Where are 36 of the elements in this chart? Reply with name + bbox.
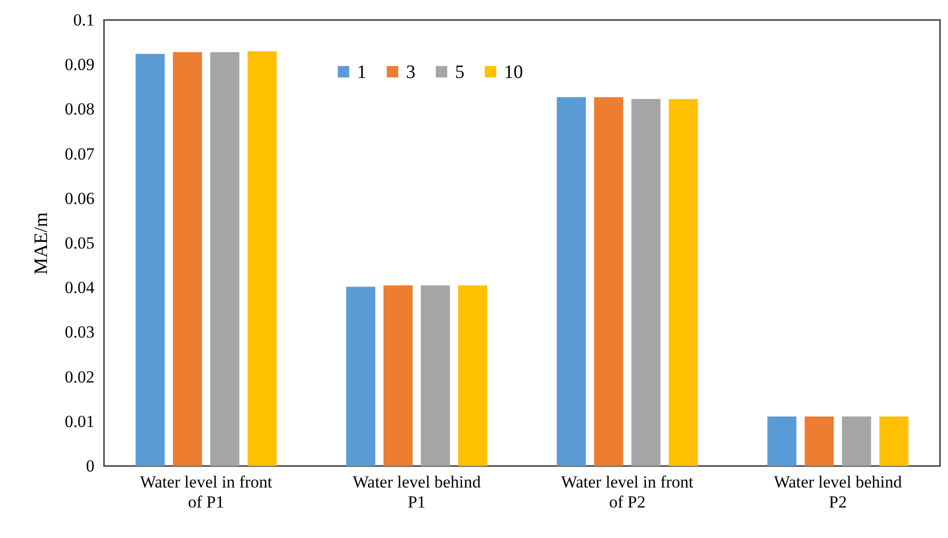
- legend-label: 1: [357, 62, 366, 83]
- bar: [136, 54, 165, 466]
- y-tick-label: 0: [86, 456, 94, 476]
- bar: [172, 52, 202, 466]
- y-axis-title: MAE/m: [30, 212, 52, 275]
- bar: [594, 97, 624, 466]
- bar: [668, 98, 698, 466]
- bar: [383, 285, 413, 466]
- x-tick-label: Water level behind P2: [774, 472, 902, 512]
- y-tick-label: 0.06: [64, 188, 94, 208]
- bar: [210, 52, 240, 466]
- y-tick-label: 0.08: [64, 100, 94, 119]
- y-tick-label: 0.02: [64, 367, 94, 386]
- y-tick-label: 0.1: [73, 10, 94, 30]
- y-tick-label: 0.09: [64, 55, 94, 74]
- bar: [458, 285, 488, 466]
- bar: [631, 98, 661, 466]
- y-tick-label: 0.01: [64, 412, 94, 431]
- y-tick-label: 0.07: [64, 144, 95, 164]
- bar: [879, 416, 908, 466]
- bar: [556, 97, 586, 466]
- legend-label: 10: [504, 62, 523, 83]
- bar: [842, 416, 872, 466]
- x-tick-label: Water level in front of P2: [561, 472, 694, 512]
- x-tick-label: Water level in front of P1: [140, 472, 273, 512]
- x-tick-label: Water level behind P1: [352, 472, 482, 512]
- bar: [346, 286, 376, 466]
- legend-label: 3: [406, 62, 416, 83]
- bar: [420, 285, 450, 466]
- y-tick-label: 0.05: [64, 234, 94, 252]
- y-tick-label: 0.04: [64, 278, 95, 298]
- bar: [248, 51, 277, 466]
- legend-label: 5: [455, 62, 464, 83]
- y-tick-label: 0.03: [64, 322, 94, 342]
- bar: [767, 416, 796, 466]
- bar: [804, 416, 834, 466]
